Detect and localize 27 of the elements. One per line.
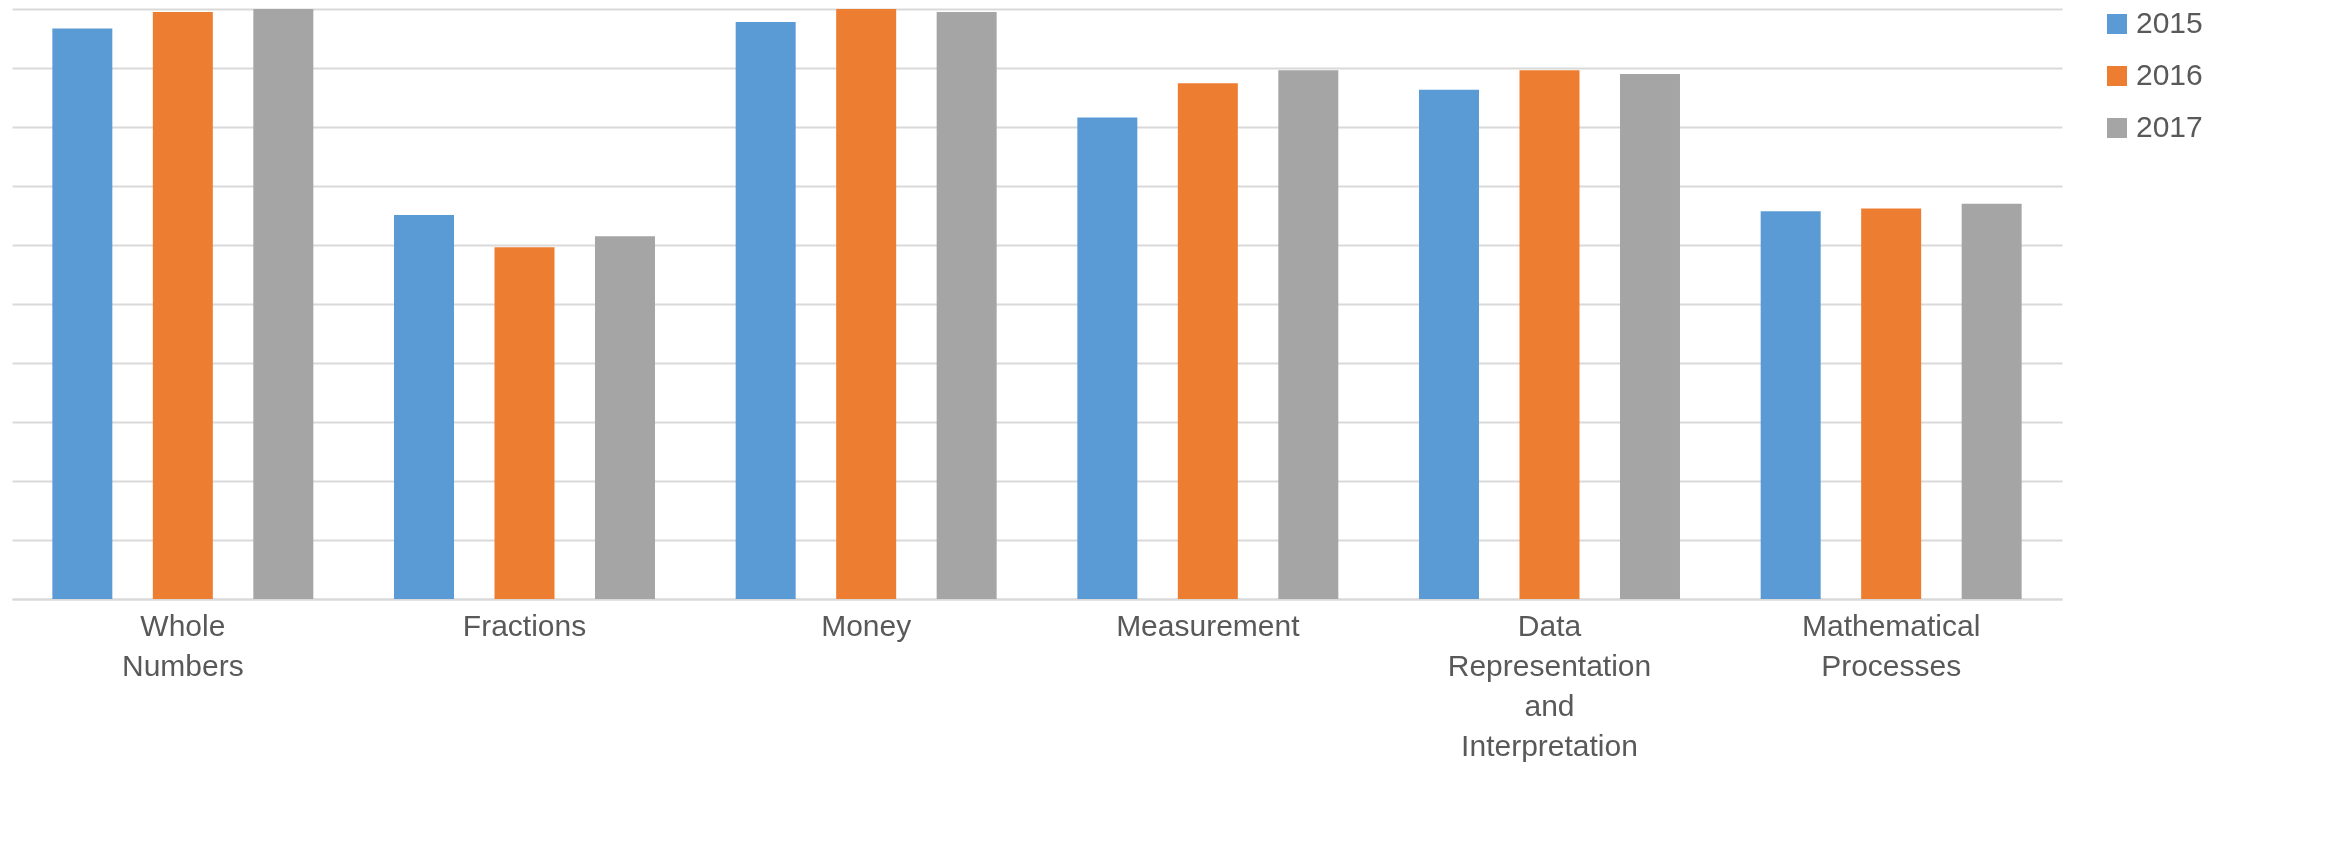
bar — [1961, 203, 2022, 599]
bar — [936, 11, 997, 599]
bar — [253, 9, 314, 599]
bar — [735, 21, 796, 599]
bar — [52, 28, 113, 599]
bar — [494, 247, 555, 599]
bar — [1419, 89, 1480, 599]
bar — [1519, 70, 1580, 599]
bar — [1861, 208, 1922, 599]
bar — [152, 11, 213, 599]
bar — [394, 214, 455, 599]
x-tick-label: Whole Numbers — [121, 608, 244, 682]
bar — [1760, 211, 1821, 599]
x-tick-label: Fractions — [462, 608, 587, 642]
bar — [836, 9, 897, 599]
bar — [1619, 73, 1680, 599]
legend-label: 2015 — [2136, 6, 2203, 39]
x-tick-label: Money — [821, 608, 912, 642]
legend-label: 2017 — [2136, 110, 2203, 143]
x-tick-label: Measurement — [1116, 608, 1301, 642]
bar — [594, 236, 655, 599]
bar — [1177, 83, 1238, 599]
x-tick-label: Mathematical Processes — [1801, 608, 1981, 682]
bar — [1077, 117, 1138, 599]
bar — [1278, 70, 1339, 599]
legend-label: 2016 — [2136, 58, 2203, 91]
x-tick-label: Data Representation and Interpretation — [1447, 608, 1652, 762]
